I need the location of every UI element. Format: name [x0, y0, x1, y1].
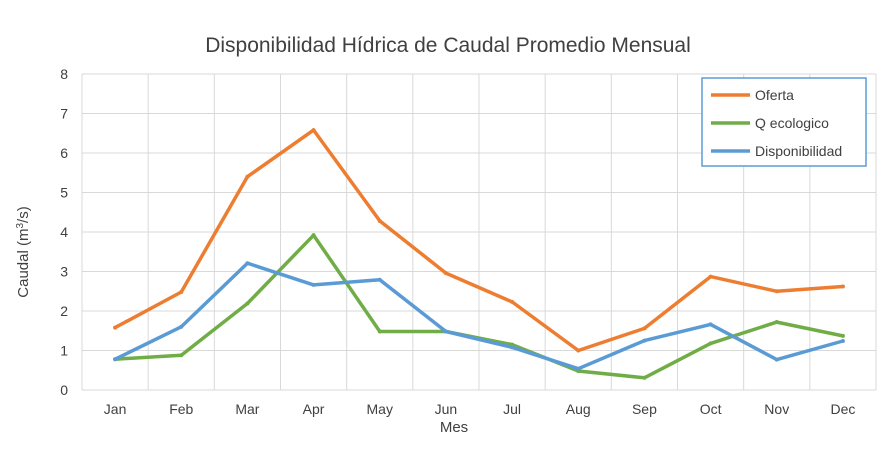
data-point-oferta	[510, 299, 515, 304]
data-point-q-ecologico	[311, 233, 316, 238]
x-tick-label: May	[367, 401, 393, 417]
x-tick-label: Aug	[566, 401, 591, 417]
data-point-q-ecologico	[840, 333, 845, 338]
data-point-disponibilidad	[510, 345, 515, 350]
y-tick-label: 5	[60, 185, 68, 201]
data-point-oferta	[774, 289, 779, 294]
y-tick-label: 3	[60, 264, 68, 280]
y-tick-label: 4	[60, 224, 68, 240]
data-point-oferta	[443, 271, 448, 276]
data-point-disponibilidad	[708, 322, 713, 327]
data-point-q-ecologico	[245, 301, 250, 306]
data-point-disponibilidad	[245, 261, 250, 266]
y-tick-label: 7	[60, 106, 68, 122]
x-tick-label: Apr	[303, 401, 325, 417]
x-tick-label: Sep	[632, 401, 657, 417]
y-tick-label: 8	[60, 66, 68, 82]
legend: Oferta Q ecologico Disponibilidad	[701, 77, 867, 167]
data-point-q-ecologico	[377, 329, 382, 334]
series-line-disponibilidad	[113, 261, 845, 371]
data-point-oferta	[576, 348, 581, 353]
data-point-oferta	[708, 274, 713, 279]
chart-title: Disponibilidad Hídrica de Caudal Promedi…	[205, 34, 691, 57]
data-point-oferta	[245, 174, 250, 179]
legend-label-q-ecologico: Q ecologico	[755, 115, 829, 131]
data-point-q-ecologico	[179, 353, 184, 358]
data-point-disponibilidad	[840, 339, 845, 344]
data-point-q-ecologico	[642, 375, 647, 380]
data-point-disponibilidad	[443, 329, 448, 334]
data-point-oferta	[311, 128, 316, 133]
data-point-disponibilidad	[179, 324, 184, 329]
data-point-disponibilidad	[113, 357, 118, 362]
x-tick-label: Jun	[435, 401, 458, 417]
data-point-disponibilidad	[311, 282, 316, 287]
x-tick-label: Oct	[700, 401, 722, 417]
data-point-oferta	[840, 284, 845, 289]
plot-area: 0 1 2 3 4 5 6 7 8 Jan Feb Mar Apr May Jun Jul Aug Sep Oct N…	[60, 66, 877, 417]
y-tick-label: 1	[60, 343, 68, 359]
data-point-disponibilidad	[377, 277, 382, 282]
y-axis-title: Caudal (m3/s)	[15, 206, 32, 297]
x-axis-title: Mes	[440, 419, 468, 436]
data-point-oferta	[642, 326, 647, 331]
data-point-oferta	[179, 290, 184, 295]
x-tick-label: Dec	[830, 401, 855, 417]
x-tick-label: Jan	[104, 401, 127, 417]
data-point-q-ecologico	[774, 320, 779, 325]
legend-label-disponibilidad: Disponibilidad	[755, 143, 842, 159]
x-tick-label: Feb	[169, 401, 193, 417]
series-line-oferta	[113, 128, 845, 353]
y-tick-label: 6	[60, 145, 68, 161]
data-point-oferta	[377, 218, 382, 223]
y-tick-label: 2	[60, 303, 68, 319]
x-tick-label: Jul	[503, 401, 521, 417]
data-point-disponibilidad	[774, 357, 779, 362]
legend-label-oferta: Oferta	[755, 87, 794, 103]
x-tick-label: Mar	[235, 401, 259, 417]
y-tick-label: 0	[60, 382, 68, 398]
data-point-q-ecologico	[708, 341, 713, 346]
data-point-disponibilidad	[576, 366, 581, 371]
data-point-disponibilidad	[642, 338, 647, 343]
data-point-oferta	[113, 325, 118, 330]
x-tick-label: Nov	[764, 401, 789, 417]
